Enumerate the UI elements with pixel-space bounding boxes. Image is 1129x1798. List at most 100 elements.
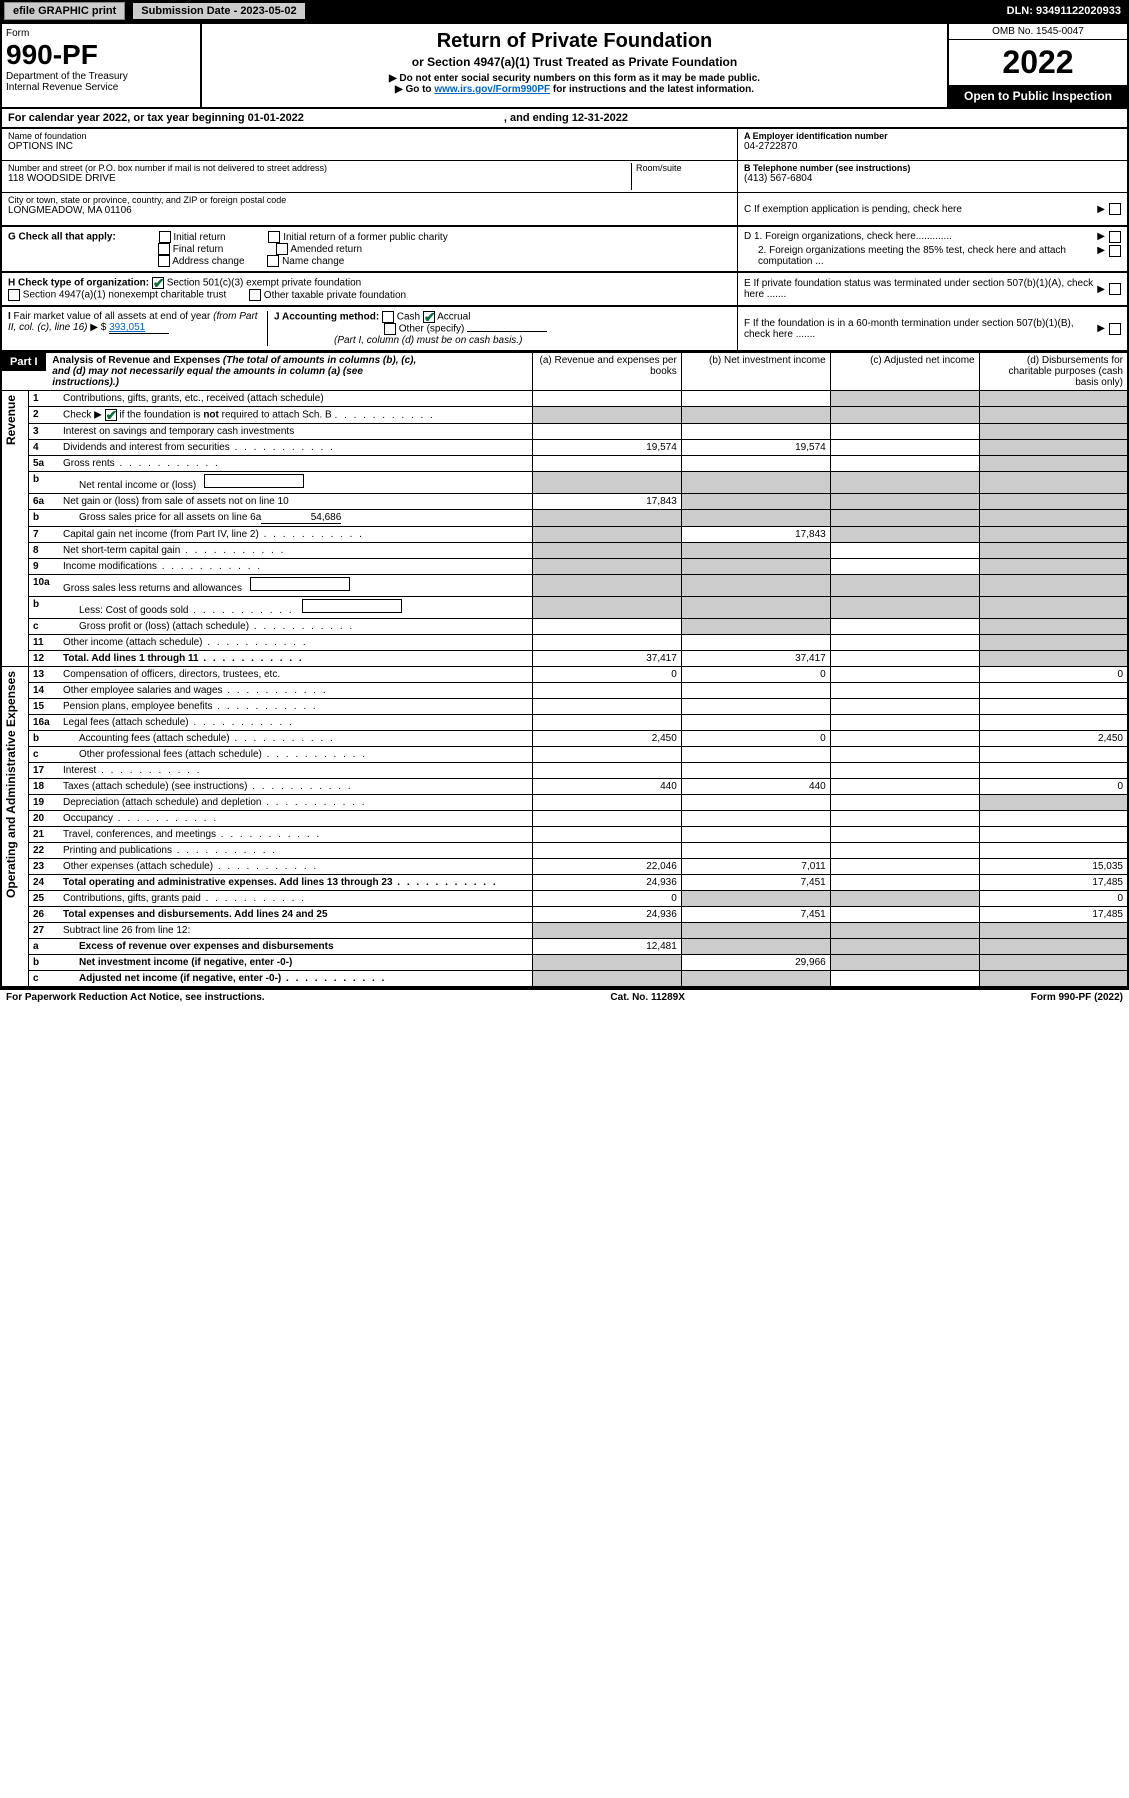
value-cell xyxy=(830,955,979,971)
city-label: City or town, state or province, country… xyxy=(8,195,731,205)
line-number: 5a xyxy=(33,458,63,469)
value-cell xyxy=(830,827,979,843)
j-cash-checkbox[interactable] xyxy=(382,311,394,323)
value-cell xyxy=(979,456,1128,472)
value-cell xyxy=(830,597,979,619)
value-cell xyxy=(681,597,830,619)
line-text: Check ▶ if the foundation is not require… xyxy=(63,409,528,421)
line-text: Pension plans, employee benefits xyxy=(63,701,528,712)
footer-right: Form 990-PF (2022) xyxy=(1031,992,1123,1003)
line-desc: aExcess of revenue over expenses and dis… xyxy=(33,941,528,952)
e-checkbox[interactable] xyxy=(1109,283,1121,295)
value-cell xyxy=(532,811,681,827)
value-cell xyxy=(681,971,830,988)
j-other-checkbox[interactable] xyxy=(384,323,396,335)
value-cell xyxy=(681,923,830,939)
line-text: Legal fees (attach schedule) xyxy=(63,717,528,728)
i-value-link[interactable]: 393,051 xyxy=(109,322,169,334)
arrow-icon xyxy=(1097,245,1105,256)
line-desc: 13Compensation of officers, directors, t… xyxy=(33,669,528,680)
arrow-icon xyxy=(1097,231,1105,242)
value-cell xyxy=(681,683,830,699)
j-accrual-checkbox[interactable] xyxy=(423,311,435,323)
phone: (413) 567-6804 xyxy=(744,173,1121,184)
value-cell xyxy=(681,510,830,527)
c-checkbox[interactable] xyxy=(1109,203,1121,215)
g-address-checkbox[interactable] xyxy=(158,255,170,267)
calendar-year-row: For calendar year 2022, or tax year begi… xyxy=(0,109,1129,129)
cal-year-begin: For calendar year 2022, or tax year begi… xyxy=(8,112,304,124)
g-name-checkbox[interactable] xyxy=(267,255,279,267)
value-cell: 29,966 xyxy=(681,955,830,971)
value-cell xyxy=(830,795,979,811)
h-4947-checkbox[interactable] xyxy=(8,289,20,301)
value-cell: 0 xyxy=(681,667,830,683)
line-number: c xyxy=(33,973,63,984)
table-row: 17Interest xyxy=(1,763,1128,779)
g-label: G Check all that apply: xyxy=(8,232,116,243)
line-desc: 10aGross sales less returns and allowanc… xyxy=(33,577,528,594)
g-opt-4: Amended return xyxy=(290,244,362,255)
line-text: Compensation of officers, directors, tru… xyxy=(63,669,528,680)
value-cell xyxy=(532,715,681,731)
line-number: 27 xyxy=(33,925,63,936)
h-501c3-checkbox[interactable] xyxy=(152,277,164,289)
value-cell: 2,450 xyxy=(979,731,1128,747)
line-desc: 8Net short-term capital gain xyxy=(33,545,528,556)
info-right: A Employer identification number 04-2722… xyxy=(737,129,1127,225)
f-checkbox[interactable] xyxy=(1109,323,1121,335)
value-cell: 0 xyxy=(681,731,830,747)
value-cell xyxy=(979,827,1128,843)
d1-checkbox[interactable] xyxy=(1109,231,1121,243)
value-cell xyxy=(830,971,979,988)
value-cell xyxy=(532,559,681,575)
h-opt2: Section 4947(a)(1) nonexempt charitable … xyxy=(23,290,226,301)
value-cell xyxy=(979,575,1128,597)
value-cell xyxy=(532,971,681,988)
table-row: cAdjusted net income (if negative, enter… xyxy=(1,971,1128,988)
value-cell xyxy=(532,795,681,811)
value-cell xyxy=(681,763,830,779)
line-desc: 6aNet gain or (loss) from sale of assets… xyxy=(33,496,528,507)
value-cell xyxy=(830,510,979,527)
table-row: 25Contributions, gifts, grants paid00 xyxy=(1,891,1128,907)
c-cell: C If exemption application is pending, c… xyxy=(738,193,1127,225)
line-number: 15 xyxy=(33,701,63,712)
g-initial-public-checkbox[interactable] xyxy=(268,231,280,243)
value-cell xyxy=(979,543,1128,559)
value-cell xyxy=(830,779,979,795)
line-desc: 20Occupancy xyxy=(33,813,528,824)
submission-date: Submission Date - 2023-05-02 xyxy=(133,3,304,19)
value-cell: 37,417 xyxy=(532,651,681,667)
value-cell xyxy=(979,683,1128,699)
value-cell xyxy=(681,575,830,597)
j-other-input[interactable] xyxy=(467,331,547,332)
value-cell xyxy=(979,472,1128,494)
line-desc: cOther professional fees (attach schedul… xyxy=(33,749,528,760)
h-other-checkbox[interactable] xyxy=(249,289,261,301)
value-cell xyxy=(830,843,979,859)
sch-b-checkbox[interactable] xyxy=(105,409,117,421)
line-text: Other income (attach schedule) xyxy=(63,637,528,648)
line-text: Contributions, gifts, grants paid xyxy=(63,893,528,904)
line-number: a xyxy=(33,941,63,952)
line-desc: 11Other income (attach schedule) xyxy=(33,637,528,648)
table-row: 21Travel, conferences, and meetings xyxy=(1,827,1128,843)
efile-print-button[interactable]: efile GRAPHIC print xyxy=(4,2,125,20)
g-initial-checkbox[interactable] xyxy=(159,231,171,243)
d2-checkbox[interactable] xyxy=(1109,245,1121,257)
col-a-header: (a) Revenue and expenses per books xyxy=(532,353,681,391)
g-final-checkbox[interactable] xyxy=(158,243,170,255)
value-cell xyxy=(830,699,979,715)
room-label: Room/suite xyxy=(636,163,731,173)
form-990pf-link[interactable]: www.irs.gov/Form990PF xyxy=(434,84,550,95)
value-cell: 7,011 xyxy=(681,859,830,875)
value-cell: 19,574 xyxy=(681,440,830,456)
g-amended-checkbox[interactable] xyxy=(276,243,288,255)
line-text: Capital gain net income (from Part IV, l… xyxy=(63,529,528,540)
form-label: Form xyxy=(6,28,196,39)
part-i-title: Analysis of Revenue and Expenses xyxy=(52,355,220,366)
value-cell xyxy=(681,827,830,843)
value-cell xyxy=(979,795,1128,811)
line-number: 26 xyxy=(33,909,63,920)
